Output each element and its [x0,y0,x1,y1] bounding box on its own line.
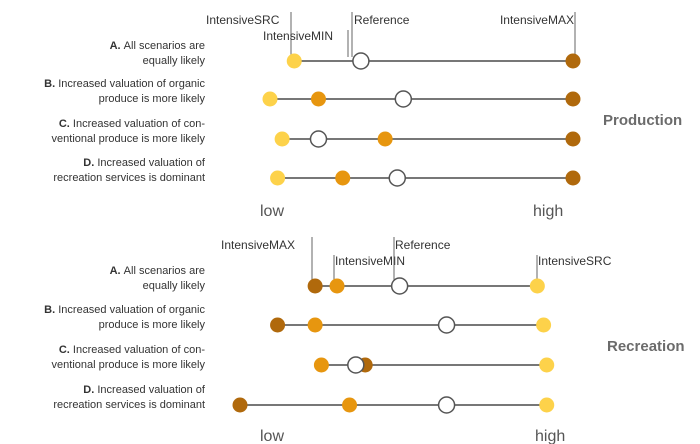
production-row-d-marker-intensivemin [335,170,351,186]
production-low-label: low [260,203,284,220]
recreation-row-c-label-line1: C. Increased valuation of con- [59,344,205,356]
production-row-b-marker-reference [394,90,413,108]
recreation-row-a-marker-reference [390,277,409,295]
production-row-d-label-line1: D. Increased valuation of [83,157,206,169]
production-row-c-marker-intensivemax [565,131,581,147]
production-row-b-label-line1: B. Increased valuation of organic [44,78,205,90]
recreation-label-intensivemin: IntensiveMIN [335,254,405,268]
production-label-intensivemin: IntensiveMIN [263,29,333,43]
recreation-row-b-marker-intensivesrc [536,317,552,333]
production-row-d-marker-intensivesrc [270,170,286,186]
recreation-row-a-label-line2: equally likely [143,280,206,292]
production-high-label: high [533,203,563,220]
recreation-row-a-marker-intensivemin [329,278,345,294]
recreation-row-b-marker-reference [437,316,456,334]
production-row-c-marker-reference [309,130,328,148]
recreation-row-c-marker-intensivemin [313,357,329,373]
recreation-label-intensivemax: IntensiveMAX [221,238,295,252]
production-row-b-label-line2: produce is more likely [99,93,206,105]
production-row-d-marker-reference [388,169,407,187]
recreation-row-d-marker-intensivemax [232,397,248,413]
recreation-row-a-marker-intensivemax [307,278,323,294]
production-row-b-marker-intensivemax [565,91,581,107]
production-label-intensivemax: IntensiveMAX [500,13,574,27]
production-row-b-marker-intensivemin [310,91,326,107]
recreation-row-b-label-line2: produce is more likely [99,319,206,331]
recreation-row-b-marker-intensivemax [270,317,286,333]
production-label-intensivesrc: IntensiveSRC [206,13,280,27]
recreation-row-c-marker-intensivesrc [539,357,555,373]
production-row-a-label-line2: equally likely [143,55,206,67]
recreation-low-label: low [260,428,284,444]
recreation-row-c-marker-reference [347,356,365,374]
production-row-a-marker-reference [352,52,370,70]
recreation-row-c-label-line2: ventional produce is more likely [52,359,206,371]
recreation-high-label: high [535,428,565,444]
recreation-row-d-marker-intensivemin [342,397,358,413]
production-row-b-marker-intensivesrc [262,91,278,107]
recreation-row-d-label-line1: D. Increased valuation of [83,384,206,396]
recreation-row-a-label-line1: A. All scenarios are [110,265,205,277]
recreation-title: Recreation [607,338,685,355]
production-row-d-label-line2: recreation services is dominant [53,172,205,184]
production-row-a-label-line1: A. All scenarios are [110,40,205,52]
recreation-row-b-label-line1: B. Increased valuation of organic [44,304,205,316]
recreation-row-d-marker-intensivesrc [539,397,555,413]
production-row-c-label-line1: C. Increased valuation of con- [59,118,205,130]
recreation-label-reference: Reference [395,238,451,252]
production-row-a-marker-intensivesrc [286,53,302,69]
production-row-c-label-line2: ventional produce is more likely [52,133,206,145]
recreation-row-d-label-line2: recreation services is dominant [53,399,205,411]
recreation-row-b-marker-intensivemin [307,317,323,333]
production-row-a-marker-intensivemax [565,53,581,69]
recreation-row-a-marker-intensivesrc [529,278,545,294]
recreation-row-d-marker-reference [437,396,456,414]
production-row-d-marker-intensivemax [565,170,581,186]
production-title: Production [603,112,682,129]
production-row-c-marker-intensivemin [377,131,393,147]
recreation-label-intensivesrc: IntensiveSRC [538,254,612,268]
production-label-reference: Reference [354,13,410,27]
production-row-c-marker-intensivesrc [274,131,290,147]
